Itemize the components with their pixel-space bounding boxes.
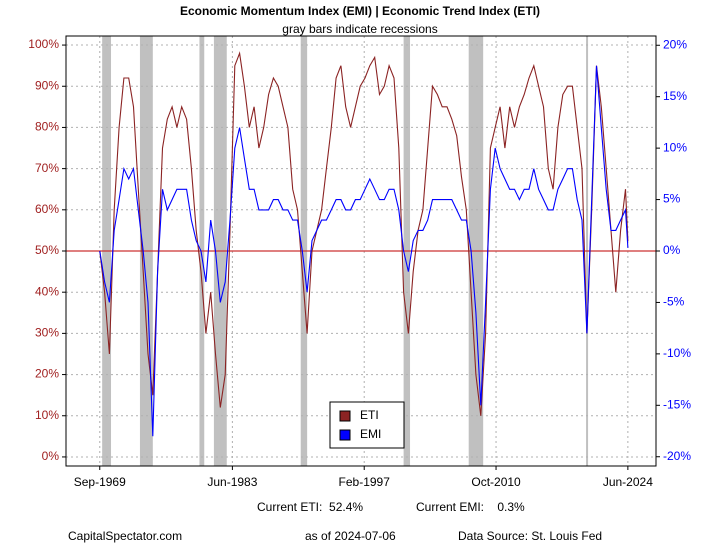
chart-subtitle: gray bars indicate recessions [282,22,437,36]
y2-tick-label: -10% [663,346,691,360]
y2-tick-label: -20% [663,449,691,463]
y-tick-label: 50% [35,243,59,257]
y-tick-label: 100% [28,37,59,51]
x-tick-label: Feb-1997 [339,475,391,489]
footer-text: Data Source: St. Louis Fed [458,529,602,543]
y2-tick-label: 20% [663,37,687,51]
legend-swatch [339,410,351,422]
y-tick-label: 30% [35,326,59,340]
y-tick-label: 20% [35,367,59,381]
footer-text: CapitalSpectator.com [68,529,182,543]
y2-tick-label: 10% [663,140,687,154]
annotation: Current EMI: 0.3% [416,500,525,514]
y2-tick-label: -5% [663,295,685,309]
series-line [99,51,629,416]
y2-tick-label: 5% [663,192,681,206]
y-tick-label: 10% [35,408,59,422]
footer-text: as of 2024-07-06 [305,529,396,543]
legend-label: EMI [360,427,381,441]
y2-tick-label: 15% [663,89,687,103]
y-tick-label: 90% [35,78,59,92]
y2-tick-label: 0% [663,243,681,257]
plot-frame [65,35,657,467]
chart-title: Economic Momentum Index (EMI) | Economic… [180,4,540,18]
x-tick-label: Jun-2024 [603,475,653,489]
x-tick-label: Sep-1969 [74,475,126,489]
y-tick-label: 70% [35,161,59,175]
y-tick-label: 60% [35,202,59,216]
y-tick-label: 0% [42,449,60,463]
y2-tick-label: -15% [663,397,691,411]
legend-swatch [339,429,351,441]
x-tick-label: Jun-1983 [207,475,257,489]
series-line [99,65,629,437]
legend-label: ETI [360,408,379,422]
y-tick-label: 80% [35,120,59,134]
annotation: Current ETI: 52.4% [257,500,363,514]
x-tick-label: Oct-2010 [471,475,521,489]
y-tick-label: 40% [35,284,59,298]
